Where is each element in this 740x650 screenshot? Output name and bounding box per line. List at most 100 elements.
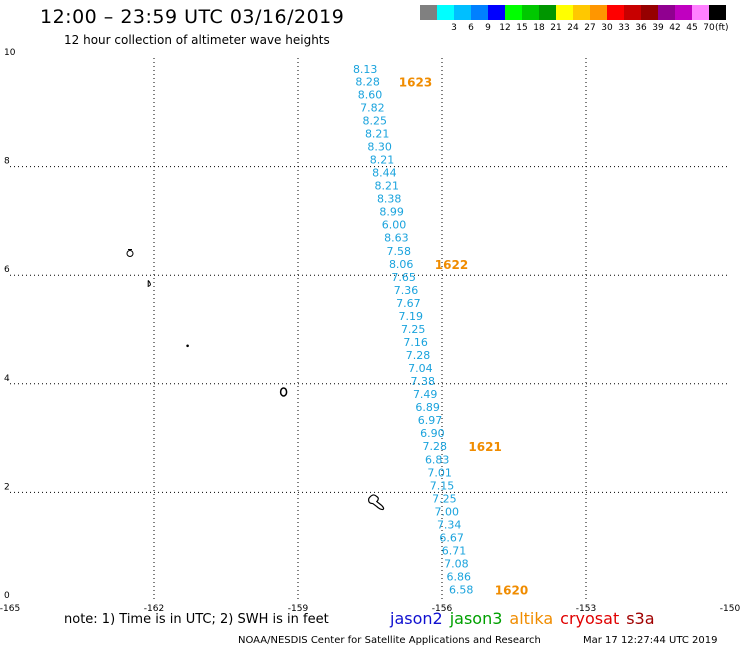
- swh-label: 7.38: [411, 375, 436, 388]
- legend-label: 33: [618, 23, 630, 33]
- swh-label: 7.04: [408, 362, 433, 375]
- legend-swatch: [607, 5, 624, 20]
- legend-swatch: [454, 5, 471, 20]
- legend-label: 12: [499, 23, 511, 33]
- generated-timestamp: Mar 17 12:27:44 UTC 2019: [583, 635, 718, 646]
- pass-time-label: 1620: [495, 584, 528, 598]
- lon-tick-label: -159: [288, 604, 309, 614]
- legend-swatch: [420, 5, 437, 20]
- lat-tick-label: 8: [4, 157, 10, 167]
- swh-label: 8.21: [365, 127, 390, 140]
- lat-tick-label: 2: [4, 482, 10, 492]
- legend-swatch: [539, 5, 556, 20]
- legend-swatch: [471, 5, 488, 20]
- island-outline: [186, 344, 189, 348]
- legend-swatch: [556, 5, 573, 20]
- legend-swatch: [590, 5, 607, 20]
- legend-label: 15: [516, 23, 528, 33]
- swh-label: 8.30: [367, 141, 392, 154]
- satellite-name: altika: [509, 609, 554, 628]
- swh-label: 8.25: [363, 114, 388, 127]
- swh-label: 6.97: [418, 414, 443, 427]
- legend-swatch: [624, 5, 641, 20]
- legend-label: 6: [468, 23, 474, 33]
- legend-label: 24: [567, 23, 579, 33]
- islands: [126, 248, 385, 511]
- swh-label: 7.28: [406, 349, 431, 362]
- swh-label: 6.90: [420, 427, 445, 440]
- legend-swatch: [573, 5, 590, 20]
- legend-label: 27: [584, 23, 596, 33]
- legend-label: 39: [652, 23, 664, 33]
- swh-label: 8.13: [353, 63, 378, 76]
- swh-label: 8.60: [358, 88, 383, 101]
- swh-label: 7.25: [432, 492, 457, 505]
- legend-swatch: [709, 5, 726, 20]
- swh-label: 7.28: [423, 440, 448, 453]
- axis-labels: -165 -162 -159 -156 -153 -150 0 2 4 6 8 10: [0, 48, 740, 614]
- island-outline: [147, 279, 151, 288]
- swh-label: 7.08: [444, 558, 469, 571]
- lon-tick-label: -153: [576, 604, 596, 614]
- credit-line: NOAA/NESDIS Center for Satellite Applica…: [238, 635, 541, 646]
- lat-tick-label: 4: [4, 374, 10, 384]
- lat-tick-label: 0: [4, 591, 10, 601]
- swh-label: 7.16: [403, 336, 428, 349]
- swh-label: 8.63: [384, 232, 409, 245]
- legend-swatch: [488, 5, 505, 20]
- pass-time-label: 1621: [468, 440, 501, 454]
- swh-label: 8.21: [375, 180, 400, 193]
- swh-label: 6.86: [447, 571, 472, 584]
- map-subtitle: 12 hour collection of altimeter wave hei…: [64, 33, 330, 47]
- swh-label: 6.83: [425, 453, 450, 466]
- legend-swatch: [522, 5, 539, 20]
- swh-label: 7.19: [399, 310, 424, 323]
- lon-tick-label: -162: [144, 604, 164, 614]
- satellite-key: jason2 jason3 altika cryosat s3a: [390, 609, 662, 628]
- satellite-track: 8.138.288.607.828.258.218.308.218.448.21…: [353, 63, 528, 598]
- map-title: 12:00 – 23:59 UTC 03/16/2019: [40, 6, 345, 28]
- swh-label: 6.67: [439, 531, 464, 544]
- legend-swatch: [437, 5, 454, 20]
- footnote: note: 1) Time is in UTC; 2) SWH is in fe…: [64, 612, 329, 627]
- island-outline: [368, 494, 385, 511]
- swh-label: 7.25: [401, 323, 426, 336]
- swh-label: 7.67: [396, 297, 421, 310]
- swh-label: 8.99: [379, 206, 404, 219]
- legend-swatch: [641, 5, 658, 20]
- swh-label: 7.82: [360, 101, 385, 114]
- legend-label: 30: [601, 23, 613, 33]
- island-outline: [126, 248, 134, 257]
- grid-lines: [10, 58, 730, 601]
- legend-label: 21: [550, 23, 562, 33]
- pass-time-label: 1623: [399, 75, 432, 89]
- legend-label: 36: [635, 23, 647, 33]
- legend-swatch: [692, 5, 709, 20]
- swh-label: 6.89: [415, 401, 440, 414]
- legend-label: 9: [485, 23, 491, 33]
- swh-label: 8.06: [389, 258, 414, 271]
- lat-tick-label: 10: [4, 48, 16, 58]
- legend-label: 45: [686, 23, 698, 33]
- legend-label: 18: [533, 23, 545, 33]
- swh-label: 7.36: [394, 284, 419, 297]
- satellite-name: s3a: [626, 609, 655, 628]
- swh-label: 8.28: [355, 75, 380, 88]
- lon-tick-label: -165: [0, 604, 20, 614]
- swh-label: 6.00: [382, 219, 407, 232]
- swh-label: 7.01: [427, 466, 452, 479]
- legend-label: 3: [451, 23, 457, 33]
- legend-unit: (ft): [715, 23, 729, 33]
- pass-time-label: 1622: [435, 258, 468, 272]
- swh-label: 6.58: [449, 584, 474, 597]
- swh-label: 7.34: [437, 518, 462, 531]
- swh-label: 8.21: [370, 154, 395, 167]
- lon-tick-label: -150: [720, 604, 740, 614]
- satellite-name: jason2: [390, 609, 443, 628]
- satellite-name: cryosat: [560, 609, 620, 628]
- satellite-name: jason3: [449, 609, 503, 628]
- lon-tick-label: -156: [432, 604, 453, 614]
- swh-label: 7.65: [391, 271, 416, 284]
- legend-label: 42: [669, 23, 681, 33]
